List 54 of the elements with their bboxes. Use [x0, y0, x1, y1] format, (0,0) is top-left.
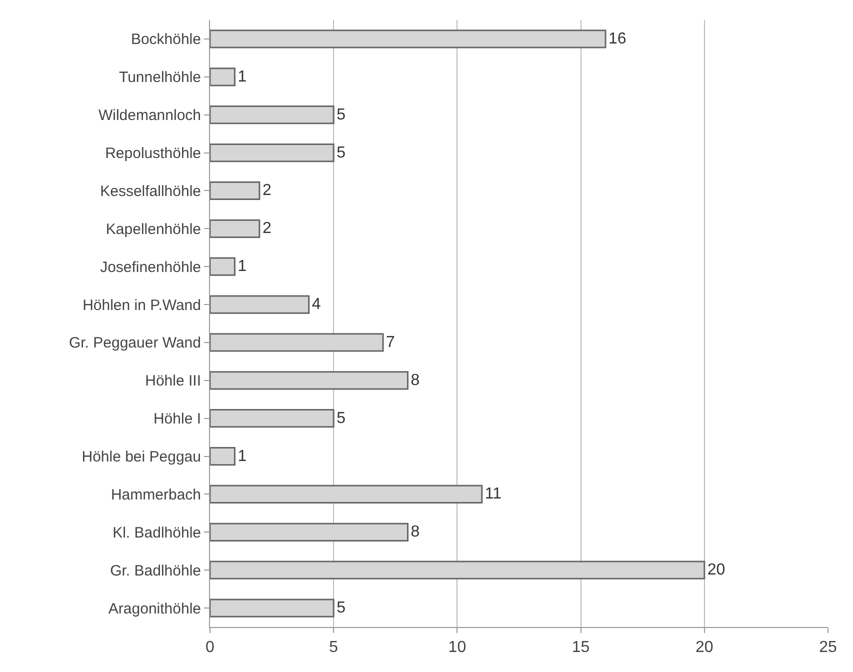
y-tick-label: Gr. Badlhöhle: [110, 562, 201, 580]
bar: [210, 30, 606, 48]
bar: [210, 181, 260, 200]
bar: [210, 598, 334, 618]
data-label: 20: [707, 562, 726, 579]
y-tick-label: Höhle III: [145, 372, 201, 390]
data-label: 5: [336, 144, 346, 162]
y-tick-label: Hammerbach: [110, 486, 201, 504]
x-tick-label: 25: [819, 639, 837, 656]
bar: [210, 447, 236, 466]
y-tick-label: Aragonithöhle: [108, 600, 201, 618]
data-label: 5: [336, 410, 346, 427]
x-tick-label: 5: [329, 639, 338, 656]
data-label: 5: [336, 600, 346, 617]
bar: [210, 371, 409, 390]
data-label: 5: [336, 106, 346, 124]
y-tick-label: Höhlen in P.Wand: [82, 296, 201, 314]
bar: [210, 295, 310, 314]
data-label: 11: [484, 486, 502, 503]
data-label: 7: [386, 334, 396, 351]
bar: [210, 484, 483, 504]
y-tick-label: Kesselfallhöhle: [100, 182, 201, 200]
bar: [210, 68, 236, 86]
y-tick-label: Höhle bei Peggau: [82, 448, 201, 466]
bar: [210, 522, 409, 542]
x-tick-label: 15: [572, 639, 590, 656]
bar: [210, 333, 384, 352]
y-tick-label: Höhle I: [153, 410, 201, 428]
data-label: 2: [262, 220, 272, 238]
bar: [210, 144, 334, 162]
bar: [210, 409, 334, 428]
y-tick-label: Wildemannloch: [98, 107, 201, 124]
data-label: 4: [312, 296, 321, 314]
x-tick-label: 20: [696, 639, 714, 656]
bar: [210, 106, 334, 124]
data-label: 2: [262, 182, 272, 200]
data-label: 16: [608, 30, 626, 48]
data-label: 8: [410, 372, 420, 389]
y-tick-label: Repolusthöhle: [105, 145, 201, 162]
x-tick-label: 0: [206, 639, 215, 656]
y-tick-label: Kl. Badlhöhle: [112, 524, 201, 542]
y-tick-label: Kapellenhöhle: [106, 220, 201, 238]
data-label: 1: [238, 68, 247, 86]
y-tick-label: Bockhöhle: [130, 31, 201, 48]
bar: [210, 560, 706, 580]
data-label: 1: [238, 258, 247, 276]
data-label: 8: [410, 524, 420, 541]
y-tick-label: Tunnelhöhle: [118, 69, 201, 86]
y-tick-label: Josefinenhöhle: [100, 258, 201, 276]
data-label: 1: [238, 448, 247, 465]
x-tick-label: 10: [448, 639, 466, 656]
bar: [210, 257, 236, 276]
y-tick-label: Gr. Peggauer Wand: [68, 334, 201, 352]
bar: [210, 219, 260, 238]
